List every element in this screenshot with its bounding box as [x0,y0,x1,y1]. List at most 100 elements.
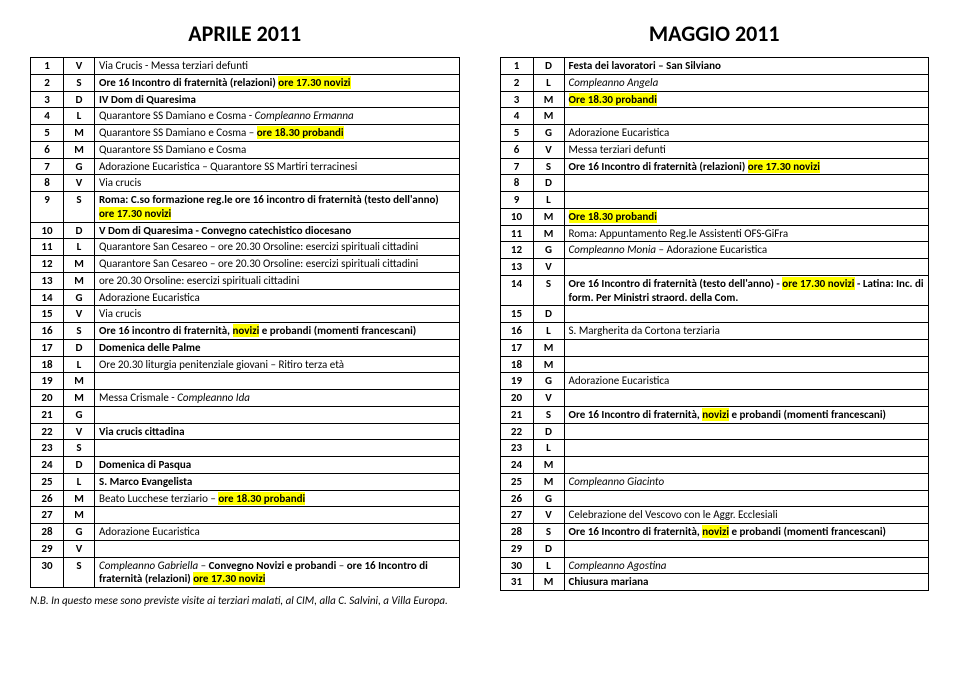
row-desc: Via crucis cittadina [95,423,460,440]
desc-segment: ore 20.30 Orsoline: esercizi spirituali … [99,274,299,287]
desc-segment: Beato Lucchese terziario – [99,492,218,505]
table-row: 8D [500,175,929,192]
row-number: 15 [500,306,533,323]
row-day: V [64,175,95,192]
desc-segment: Compleanno Ida [177,391,250,404]
table-row: 7SOre 16 Incontro di fraternità (relazio… [500,158,929,175]
row-desc: IV Dom di Quaresima [95,91,460,108]
row-desc: Chiusura mariana [564,574,929,591]
desc-segment: Via crucis [99,307,141,320]
row-day: D [64,91,95,108]
row-day: M [533,574,564,591]
row-day: L [64,356,95,373]
row-desc: ore 20.30 Orsoline: esercizi spirituali … [95,272,460,289]
row-desc [564,540,929,557]
desc-segment: Ore 20.30 liturgia penitenziale giovani … [99,358,344,371]
row-day: M [64,507,95,524]
row-number: 30 [500,557,533,574]
row-number: 28 [500,524,533,541]
row-day: M [533,108,564,125]
table-row: 12GCompleanno Monia – Adorazione Eucaris… [500,242,929,259]
row-day: S [64,440,95,457]
row-day: M [533,457,564,474]
row-desc: Roma: Appuntamento Reg.le Assistenti OFS… [564,225,929,242]
row-number: 30 [31,557,64,588]
row-day: M [533,473,564,490]
desc-segment: Quarantore SS Damiano e Cosma - [99,109,255,122]
row-day: L [533,323,564,340]
row-day: S [533,275,564,306]
desc-segment: novizi [702,525,729,538]
row-day: V [64,423,95,440]
table-row: 14SOre 16 Incontro di fraternità (testo … [500,275,929,306]
table-row: 16SOre 16 incontro di fraternità, novizi… [31,323,460,340]
desc-segment: Adorazione Eucaristica [99,525,200,538]
table-row: 13V [500,259,929,276]
row-desc [95,507,460,524]
desc-segment: Ore 18.30 probandi [569,93,657,106]
row-desc: Via crucis [95,175,460,192]
row-desc: Beato Lucchese terziario – ore 18.30 pro… [95,490,460,507]
row-day: V [64,540,95,557]
row-number: 4 [500,108,533,125]
row-desc: Adorazione Eucaristica [95,524,460,541]
row-day: M [64,141,95,158]
table-row: 15VVia crucis [31,306,460,323]
table-row: 5GAdorazione Eucaristica [500,125,929,142]
row-desc: Quarantore SS Damiano e Cosma [95,141,460,158]
row-desc [564,306,929,323]
desc-segment: Ore 16 Incontro di fraternità (relazioni… [569,160,748,173]
row-day: M [533,356,564,373]
row-day: L [533,74,564,91]
row-number: 25 [500,473,533,490]
row-day: G [533,125,564,142]
table-row: 16LS. Margherita da Cortona terziaria [500,323,929,340]
row-day: S [64,557,95,588]
desc-segment: ore 17.30 novizi [278,76,350,89]
row-day: G [64,158,95,175]
left-month-title: APRILE 2011 [30,20,460,47]
table-row: 4M [500,108,929,125]
desc-segment: e probandi (momenti francescani) [259,324,416,337]
row-desc: Messa terziari defunti [564,141,929,158]
desc-segment: Ore 16 Incontro di fraternità (testo del… [569,277,783,290]
row-desc: Compleanno Agostina [564,557,929,574]
row-day: G [64,524,95,541]
desc-segment: novizi [233,324,260,337]
table-row: 2LCompleanno Angela [500,74,929,91]
row-day: G [533,373,564,390]
table-row: 18LOre 20.30 liturgia penitenziale giova… [31,356,460,373]
desc-segment: Ore 16 Incontro di fraternità, [569,408,703,421]
right-month-title: MAGGIO 2011 [500,20,930,47]
table-row: 22D [500,423,929,440]
row-desc: Quarantore SS Damiano e Cosma - Complean… [95,108,460,125]
table-row: 27M [31,507,460,524]
row-desc [564,108,929,125]
row-number: 29 [31,540,64,557]
table-row: 3DIV Dom di Quaresima [31,91,460,108]
row-desc: Ore 16 Incontro di fraternità (testo del… [564,275,929,306]
row-number: 9 [500,192,533,209]
desc-segment: e probandi (momenti francescani) [729,408,886,421]
desc-segment: Convegno Novizi e probandi [209,559,337,572]
row-desc: Compleanno Monia – Adorazione Eucaristic… [564,242,929,259]
row-desc: Ore 16 Incontro di fraternità, novizi e … [564,406,929,423]
table-row: 29D [500,540,929,557]
row-number: 22 [31,423,64,440]
row-desc [564,390,929,407]
row-number: 24 [500,457,533,474]
desc-segment: Adorazione Eucaristica [99,291,200,304]
right-table: 1DFesta dei lavoratori – San Silviano2LC… [500,57,930,591]
row-desc: S. Marco Evangelista [95,473,460,490]
row-day: M [64,272,95,289]
table-row: 30LCompleanno Agostina [500,557,929,574]
row-number: 26 [500,490,533,507]
row-desc: V Dom di Quaresima - Convegno catechisti… [95,222,460,239]
row-desc [564,192,929,209]
row-desc [564,440,929,457]
row-day: M [533,91,564,108]
desc-segment: Quarantore SS Damiano e Cosma [99,143,246,156]
row-day: M [64,390,95,407]
row-day: S [64,323,95,340]
row-number: 17 [31,339,64,356]
